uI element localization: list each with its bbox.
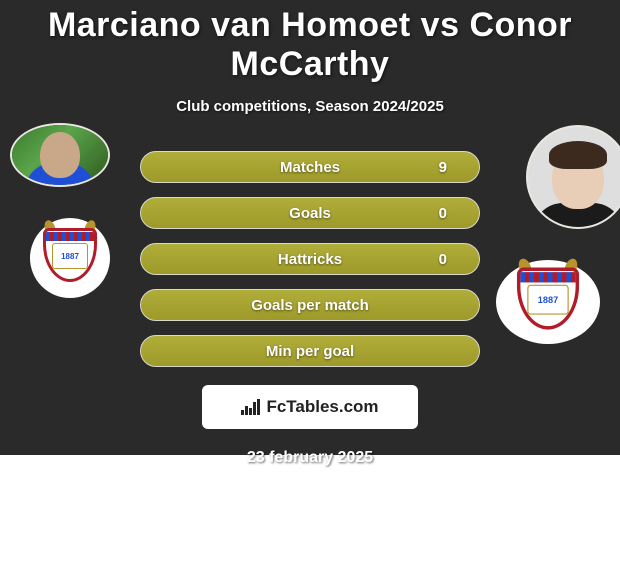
watermark-text: FcTables.com xyxy=(266,397,378,417)
stat-label: Min per goal xyxy=(266,343,354,360)
stat-label: Goals xyxy=(289,205,331,222)
crest-year: 1887 xyxy=(52,243,88,269)
subtitle: Club competitions, Season 2024/2025 xyxy=(0,98,620,115)
club-crest-icon: 1887 xyxy=(43,228,97,288)
stat-value: 9 xyxy=(439,159,447,176)
stat-label: Goals per match xyxy=(251,297,369,314)
crest-shield-icon: 1887 xyxy=(43,228,97,282)
page-title: Marciano van Homoet vs Conor McCarthy xyxy=(0,0,620,84)
stat-value: 0 xyxy=(439,205,447,222)
stat-row-goals-per-match: Goals per match xyxy=(140,289,480,321)
player-left-club-badge: 1887 xyxy=(30,218,110,298)
avatar-bg xyxy=(12,125,108,185)
avatar-hair xyxy=(549,141,607,169)
player-left-avatar xyxy=(10,123,110,187)
stat-row-goals: Goals 0 xyxy=(140,197,480,229)
watermark-badge: FcTables.com xyxy=(202,385,418,429)
stat-label: Matches xyxy=(280,159,340,176)
stat-label: Hattricks xyxy=(278,251,342,268)
comparison-card: Marciano van Homoet vs Conor McCarthy Cl… xyxy=(0,0,620,455)
player-right-avatar xyxy=(526,125,620,229)
date-text: 23 february 2025 xyxy=(0,449,620,467)
crest-stripes-icon xyxy=(520,272,575,282)
club-crest-icon: 1887 xyxy=(517,268,579,337)
crest-year: 1887 xyxy=(527,285,568,315)
crest-shield-icon: 1887 xyxy=(517,268,579,330)
bar-chart-icon xyxy=(241,399,260,415)
stat-row-hattricks: Hattricks 0 xyxy=(140,243,480,275)
stat-value: 0 xyxy=(439,251,447,268)
stat-row-min-per-goal: Min per goal xyxy=(140,335,480,367)
player-right-club-badge: 1887 xyxy=(496,260,600,344)
stat-row-matches: Matches 9 xyxy=(140,151,480,183)
avatar-head xyxy=(40,132,80,178)
crest-stripes-icon xyxy=(46,232,94,241)
